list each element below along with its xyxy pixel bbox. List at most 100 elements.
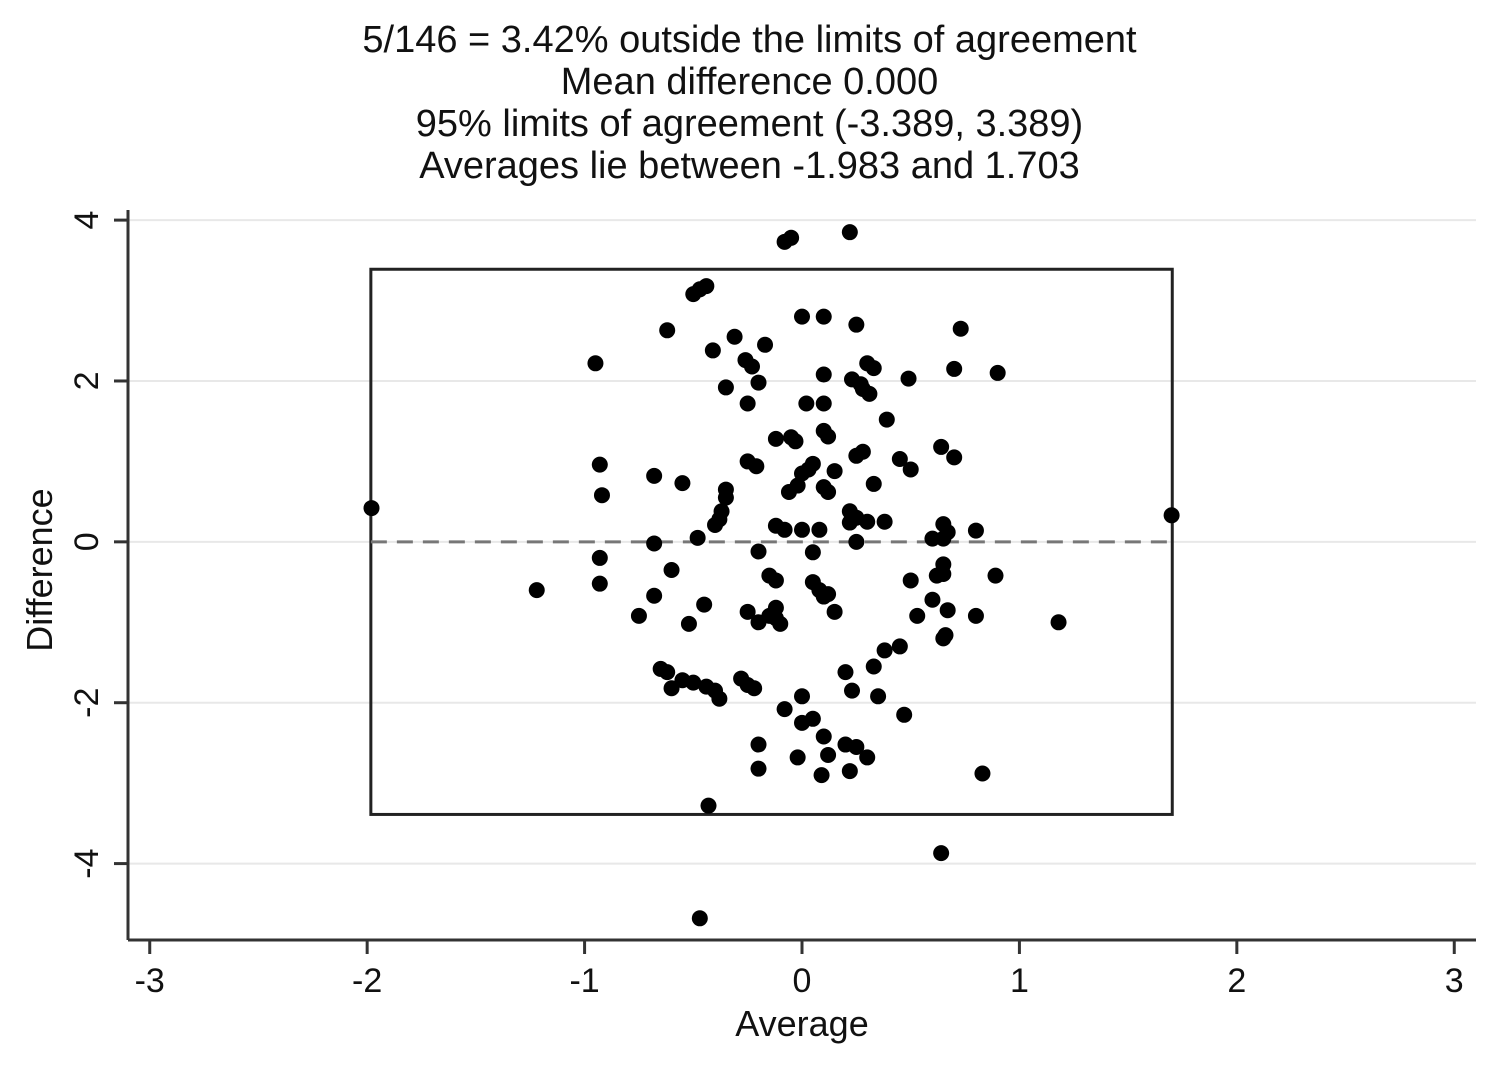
- data-point: [935, 530, 952, 547]
- data-point: [939, 602, 956, 619]
- data-point: [789, 749, 806, 766]
- x-tick-label: 2: [1227, 962, 1246, 1000]
- y-tick-label: -4: [68, 848, 106, 878]
- data-point: [794, 465, 810, 482]
- data-point: [767, 430, 784, 447]
- data-point: [691, 910, 708, 927]
- data-point: [750, 760, 767, 777]
- data-point: [937, 627, 954, 644]
- data-point: [750, 374, 767, 391]
- data-point: [837, 664, 854, 681]
- data-point: [772, 615, 789, 632]
- data-point: [946, 360, 963, 377]
- data-point: [363, 500, 380, 517]
- data-point: [707, 516, 724, 533]
- data-point: [748, 458, 765, 475]
- data-point: [1163, 507, 1180, 524]
- data-point: [776, 701, 793, 718]
- x-tick-label: 3: [1445, 962, 1464, 1000]
- data-point: [859, 749, 876, 766]
- y-tick-label: 4: [68, 211, 106, 230]
- data-point: [820, 428, 837, 445]
- data-point: [646, 535, 663, 552]
- data-point: [902, 572, 919, 589]
- data-point: [815, 366, 832, 383]
- data-point: [717, 379, 734, 396]
- data-point: [928, 567, 945, 584]
- y-axis-label: Difference: [19, 488, 60, 651]
- data-point: [685, 674, 702, 691]
- data-point: [794, 308, 810, 325]
- data-point: [646, 467, 663, 484]
- data-point: [739, 603, 756, 620]
- data-point: [891, 638, 908, 655]
- data-point: [952, 320, 969, 337]
- x-tick-label: -1: [569, 962, 599, 1000]
- data-point: [820, 483, 837, 500]
- data-point: [757, 336, 774, 353]
- data-point: [698, 278, 715, 295]
- data-point: [750, 543, 767, 560]
- data-point: [528, 582, 545, 599]
- data-point: [865, 360, 882, 377]
- data-point: [865, 658, 882, 675]
- chart-title-line-3: 95% limits of agreement (-3.389, 3.389): [415, 103, 1084, 145]
- data-point: [902, 461, 919, 478]
- data-point: [663, 680, 680, 697]
- y-tick-label: 2: [68, 372, 106, 391]
- data-point: [989, 364, 1006, 381]
- data-point: [813, 767, 830, 784]
- data-point: [591, 549, 608, 566]
- data-point: [924, 591, 941, 608]
- data-point: [933, 845, 950, 862]
- data-point: [794, 714, 810, 731]
- data-point: [909, 607, 926, 624]
- data-point: [798, 395, 815, 412]
- data-point: [591, 456, 608, 473]
- data-point: [700, 797, 717, 814]
- x-axis-label: Average: [735, 1003, 868, 1044]
- data-point: [776, 521, 793, 538]
- data-point: [848, 447, 865, 464]
- data-point: [1050, 614, 1067, 631]
- data-point: [794, 521, 810, 538]
- data-point: [739, 395, 756, 412]
- data-point: [815, 308, 832, 325]
- data-point: [804, 544, 821, 561]
- data-point: [663, 562, 680, 578]
- data-point: [780, 483, 797, 500]
- data-point: [854, 381, 871, 398]
- data-point: [591, 575, 608, 592]
- data-point: [841, 514, 858, 531]
- data-point: [587, 355, 604, 372]
- data-point: [674, 475, 691, 492]
- data-point: [859, 513, 876, 530]
- data-point: [593, 487, 610, 504]
- data-point: [848, 738, 865, 755]
- x-tick-label: 0: [793, 962, 812, 1000]
- data-point: [630, 607, 647, 624]
- data-point: [841, 763, 858, 780]
- data-point: [646, 587, 663, 604]
- data-point: [826, 603, 843, 620]
- data-point: [726, 328, 743, 345]
- data-point: [848, 316, 865, 333]
- data-point: [743, 358, 760, 375]
- data-point: [704, 342, 721, 359]
- y-tick-label: 0: [68, 532, 106, 551]
- data-point: [659, 664, 676, 681]
- data-point: [878, 411, 895, 428]
- data-point: [685, 286, 702, 303]
- data-point: [844, 682, 861, 699]
- data-point: [865, 475, 882, 492]
- data-point: [896, 706, 913, 723]
- data-point: [680, 615, 697, 632]
- data-point: [815, 395, 832, 412]
- data-point: [933, 438, 950, 455]
- data-point: [946, 449, 963, 466]
- data-point: [876, 642, 893, 659]
- data-point: [787, 433, 804, 450]
- data-point: [746, 680, 763, 697]
- data-point: [900, 370, 917, 387]
